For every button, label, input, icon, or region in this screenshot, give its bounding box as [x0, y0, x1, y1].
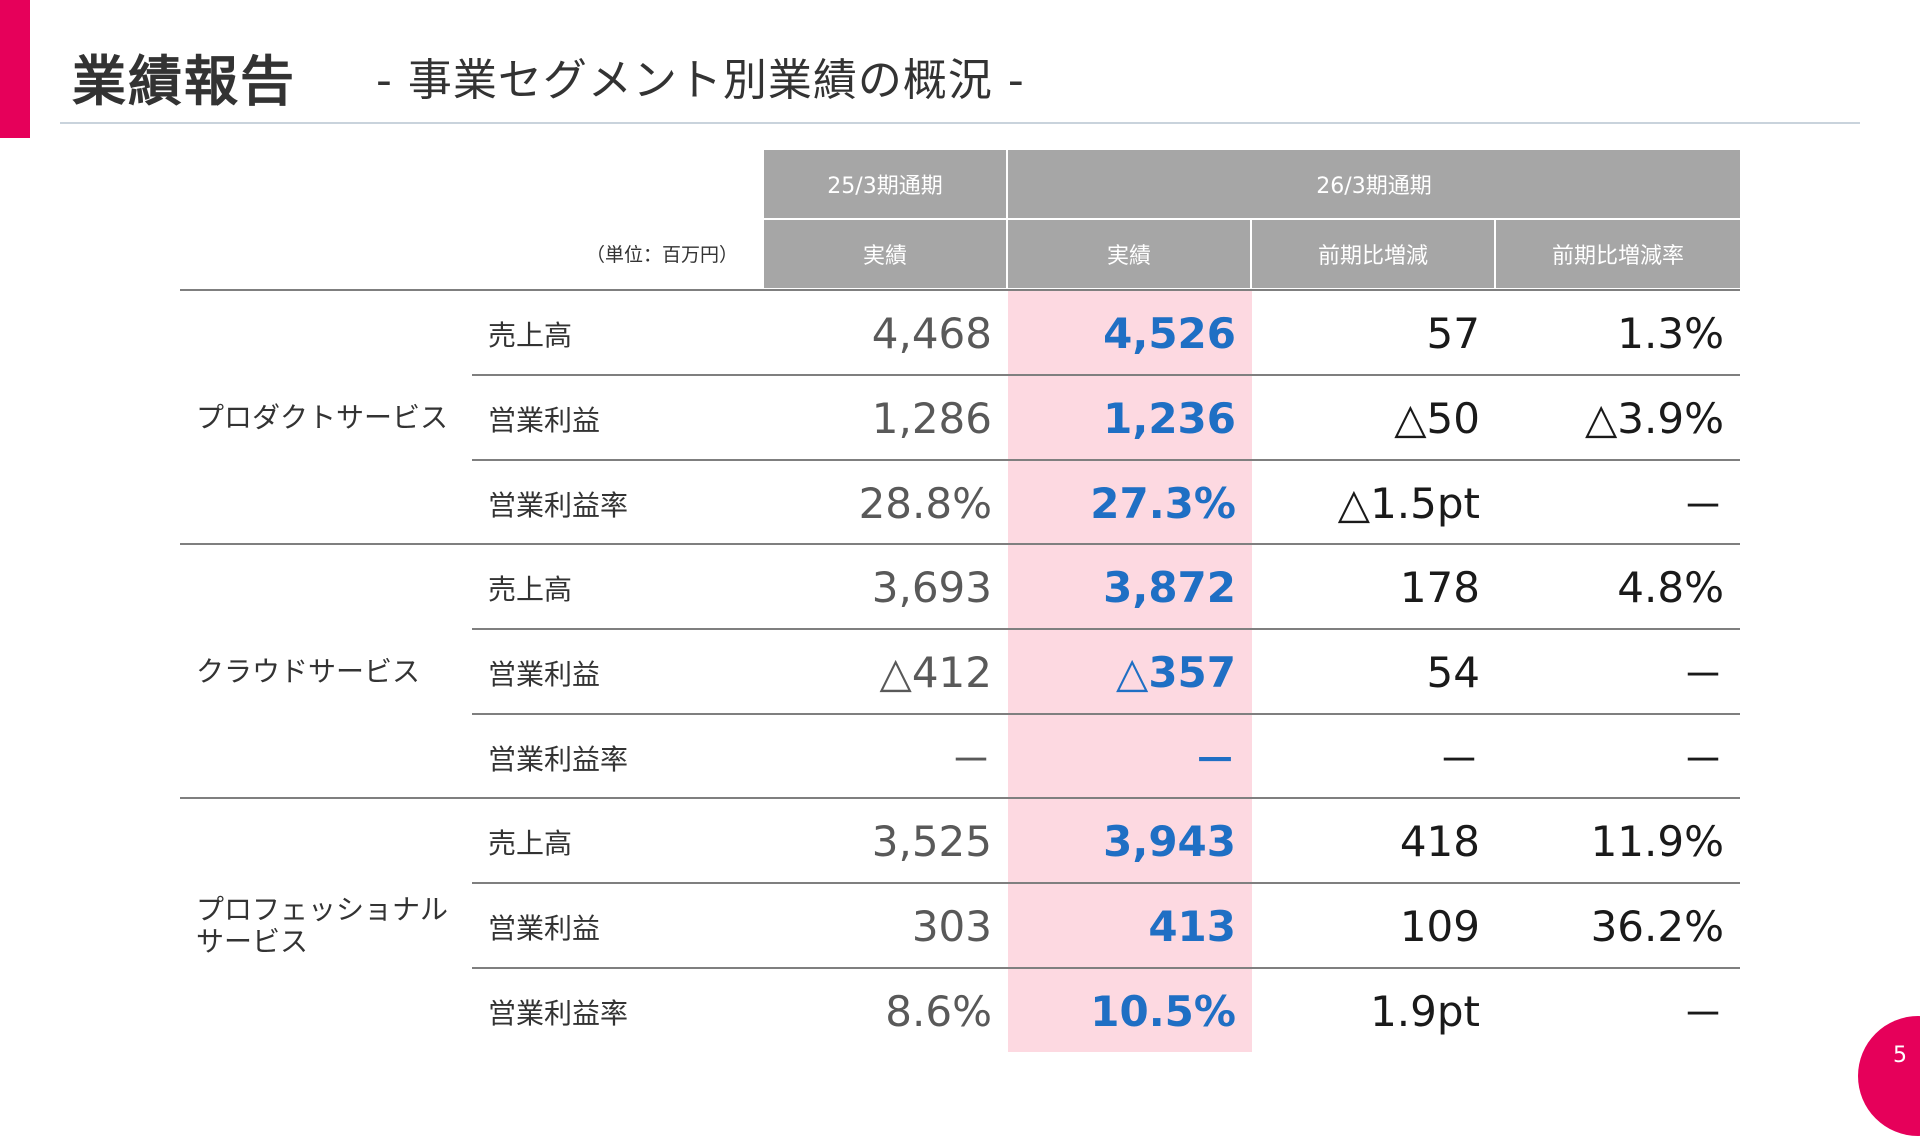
title-divider	[60, 122, 1860, 124]
metric-label: 営業利益率	[488, 742, 629, 776]
cell-prev-actual: －	[949, 736, 992, 785]
cell-cur-actual: △357	[1116, 648, 1236, 697]
table-rule	[472, 459, 1740, 461]
cell-prev-actual: 1,286	[871, 394, 992, 443]
cell-prev-actual: 28.8%	[858, 479, 992, 528]
cell-cur-actual: 10.5%	[1090, 987, 1236, 1036]
table-rule	[180, 543, 1740, 545]
cell-prev-actual: 303	[911, 902, 992, 951]
header-prev-actual: 実績	[764, 220, 1006, 288]
cell-yoy-change: △50	[1394, 394, 1480, 443]
cell-yoy-rate: 1.3%	[1617, 309, 1724, 358]
cell-prev-actual: 8.6%	[885, 987, 992, 1036]
cell-cur-actual: 3,872	[1103, 563, 1236, 612]
cell-yoy-rate: －	[1681, 482, 1724, 531]
table-rule	[472, 628, 1740, 630]
page-number: 5	[1893, 1042, 1907, 1068]
cell-cur-actual: 413	[1148, 902, 1236, 951]
page-number-badge	[1858, 1016, 1920, 1136]
cell-prev-actual: △412	[879, 648, 992, 697]
cell-yoy-rate: 11.9%	[1590, 817, 1724, 866]
cell-prev-actual: 3,693	[871, 563, 992, 612]
metric-label: 営業利益	[488, 911, 601, 945]
cell-yoy-rate: △3.9%	[1584, 394, 1724, 443]
header-yoy-rate: 前期比増減率	[1496, 220, 1740, 288]
segment-name-line1: プロフェッショナル	[196, 893, 449, 926]
header-period-prev: 25/3期通期	[764, 150, 1006, 218]
header-cur-actual: 実績	[1008, 220, 1250, 288]
table-rule	[472, 882, 1740, 884]
table-rule	[472, 374, 1740, 376]
cell-yoy-rate: －	[1681, 736, 1724, 785]
cell-yoy-rate: －	[1681, 651, 1724, 700]
cell-prev-actual: 3,525	[871, 817, 992, 866]
metric-label: 営業利益率	[488, 996, 629, 1030]
table-rule	[472, 713, 1740, 715]
unit-label: （単位：百万円）	[585, 243, 738, 266]
cell-yoy-change: 1.9pt	[1370, 987, 1480, 1036]
metric-label: 営業利益	[488, 403, 601, 437]
header-period-cur: 26/3期通期	[1008, 150, 1740, 218]
cell-cur-actual: －	[1193, 736, 1236, 785]
segment-name-professional: プロフェッショナル サービス	[196, 894, 456, 958]
cell-cur-actual: 1,236	[1103, 394, 1236, 443]
slide-title: 業績報告 - 事業セグメント別業績の概況 -	[72, 36, 1025, 116]
metric-label: 売上高	[488, 318, 573, 352]
title-subtitle: - 事業セグメント別業績の概況 -	[376, 55, 1025, 106]
table-rule	[180, 797, 1740, 799]
cell-yoy-change: 178	[1399, 563, 1480, 612]
cell-yoy-rate: 36.2%	[1590, 902, 1724, 951]
cell-cur-actual: 27.3%	[1090, 479, 1236, 528]
cell-prev-actual: 4,468	[871, 309, 992, 358]
metric-label: 売上高	[488, 572, 573, 606]
title-main: 業績報告	[72, 49, 296, 113]
metric-label: 営業利益	[488, 657, 601, 691]
table-rule	[180, 289, 1740, 291]
table-rule	[472, 967, 1740, 969]
cell-cur-actual: 4,526	[1103, 309, 1236, 358]
cell-yoy-change: －	[1437, 736, 1480, 785]
accent-bar	[0, 0, 30, 138]
metric-label: 売上高	[488, 826, 573, 860]
cell-yoy-change: 418	[1399, 817, 1480, 866]
segment-name-line2: サービス	[196, 925, 309, 958]
cell-yoy-rate: －	[1681, 990, 1724, 1039]
cell-yoy-change: 57	[1426, 309, 1480, 358]
cell-yoy-change: △1.5pt	[1337, 479, 1480, 528]
header-yoy-change: 前期比増減	[1252, 220, 1494, 288]
cell-yoy-rate: 4.8%	[1617, 563, 1724, 612]
metric-label: 営業利益率	[488, 488, 629, 522]
segment-name-product: プロダクトサービス	[196, 401, 449, 434]
segment-name-cloud: クラウドサービス	[196, 655, 421, 688]
cell-yoy-change: 109	[1399, 902, 1480, 951]
current-period-highlight	[1008, 290, 1252, 1052]
cell-yoy-change: 54	[1426, 648, 1480, 697]
cell-cur-actual: 3,943	[1103, 817, 1236, 866]
